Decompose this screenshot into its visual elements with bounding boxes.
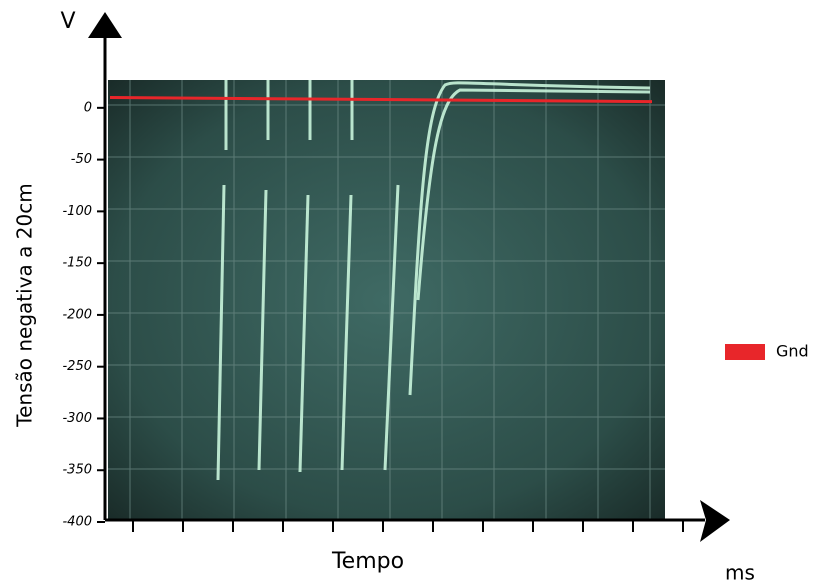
y-axis-label: Tensão negativa a 20cm	[13, 183, 37, 427]
legend-swatch	[725, 344, 765, 360]
series-line	[109, 95, 653, 104]
scope-grid	[108, 80, 665, 520]
y-tick-label: 0	[84, 100, 92, 115]
y-tick-label: -50	[71, 152, 92, 167]
legend-label: Gnd	[776, 342, 809, 361]
scope-trace	[216, 80, 651, 481]
y-unit: V	[60, 9, 75, 34]
x-unit: ms	[725, 561, 755, 585]
y-tick-label: -400	[62, 515, 92, 530]
y-tick-label: -250	[62, 359, 92, 374]
y-axis-arrow	[88, 12, 122, 38]
y-tick-label: -300	[62, 411, 92, 426]
y-tick-label: -350	[62, 463, 92, 478]
x-axis-label: Tempo	[331, 549, 404, 574]
y-tick-label: -150	[62, 256, 92, 271]
x-axis-arrow	[700, 500, 730, 542]
y-tick-label: -100	[62, 204, 92, 219]
y-tick-label: -200	[62, 307, 92, 322]
x-axis-ticks	[132, 520, 684, 532]
